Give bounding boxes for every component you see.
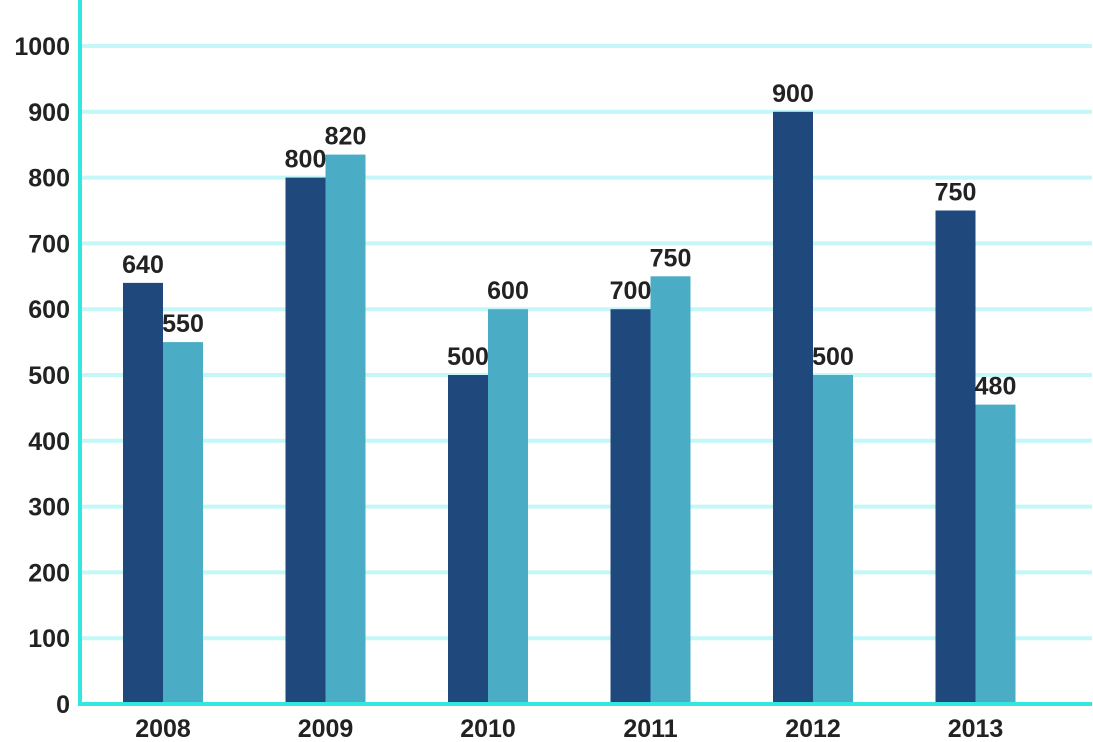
bar-2008-series-1 — [123, 282, 163, 704]
bars — [123, 111, 1016, 705]
bar-2013-series-1 — [935, 210, 976, 704]
bar-2010-series-1 — [448, 375, 488, 704]
data-label: 820 — [325, 123, 367, 151]
data-label: 900 — [772, 80, 814, 108]
y-tick-label: 1000 — [14, 33, 70, 61]
bar-2008-series-2 — [163, 342, 203, 704]
bar-2010-series-2 — [488, 309, 528, 704]
gridlines — [80, 44, 1092, 641]
y-tick-label: 400 — [28, 428, 70, 456]
data-label: 500 — [447, 343, 489, 371]
data-label: 640 — [122, 251, 164, 279]
data-label: 600 — [487, 277, 529, 305]
y-tick-label: 0 — [56, 691, 70, 719]
x-tick-label: 2008 — [135, 715, 191, 742]
y-tick-label: 900 — [28, 99, 70, 127]
bar-2012-series-2 — [813, 375, 853, 704]
y-tick-label: 100 — [28, 625, 70, 653]
y-tick-label: 500 — [28, 362, 70, 390]
y-tick-label: 600 — [28, 296, 70, 324]
y-tick-label: 700 — [28, 230, 70, 258]
data-label: 700 — [610, 277, 652, 305]
data-label: 550 — [162, 310, 204, 338]
data-label: 500 — [812, 343, 854, 371]
bar-2011-series-1 — [610, 309, 651, 704]
y-tick-label: 300 — [28, 494, 70, 522]
x-tick-label: 2012 — [785, 715, 841, 742]
axes — [78, 0, 1092, 706]
y-tick-label: 200 — [28, 559, 70, 587]
data-label: 750 — [935, 179, 977, 207]
bar-2012-series-1 — [773, 111, 813, 705]
y-tick-labels: 0 100 200 300 400 500 600 700 800 900 1000 — [14, 33, 70, 719]
bar-2009-series-2 — [325, 154, 366, 704]
bar-2013-series-2 — [975, 404, 1016, 704]
x-tick-label: 2011 — [623, 715, 677, 742]
bar-2009-series-1 — [285, 177, 326, 705]
data-label: 800 — [285, 146, 327, 174]
x-tick-labels: 2008 2009 2010 2011 2012 2013 — [135, 715, 1003, 742]
data-label: 480 — [975, 373, 1017, 401]
data-label: 750 — [650, 244, 692, 272]
x-tick-label: 2013 — [948, 715, 1004, 742]
bar-2011-series-2 — [650, 276, 691, 704]
x-tick-label: 2010 — [460, 715, 516, 742]
y-tick-label: 800 — [28, 165, 70, 193]
x-tick-label: 2009 — [298, 715, 354, 742]
